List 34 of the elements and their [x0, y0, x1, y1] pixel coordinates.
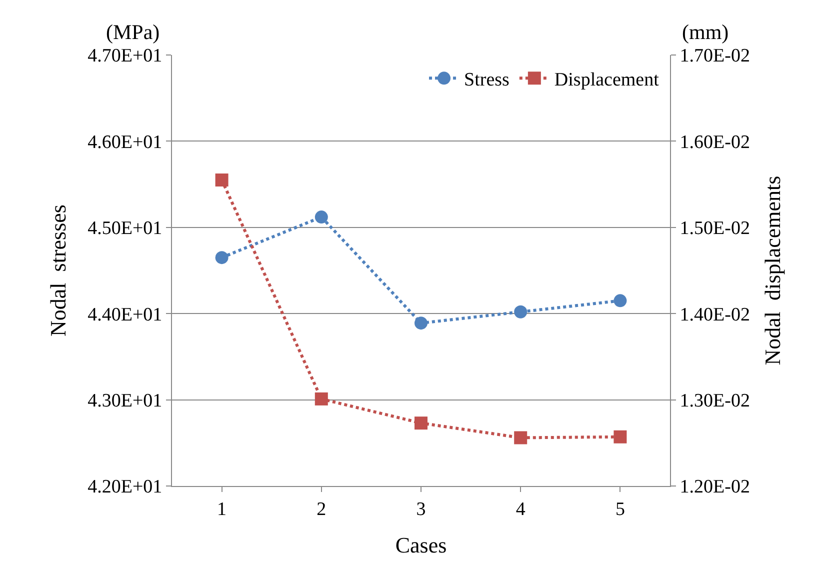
point [414, 316, 428, 330]
y-tick-label: 4.20E+01 [88, 476, 162, 498]
x-tick-label: 3 [416, 498, 426, 520]
y2-tick-label: 1.40E-02 [680, 304, 750, 326]
legend-label: Displacement [554, 70, 660, 91]
y-tick-label: 4.70E+01 [88, 46, 162, 67]
x-tick-label: 2 [316, 498, 326, 520]
y2-tick-label: 1.60E-02 [680, 132, 750, 153]
text: (mm) [682, 20, 729, 44]
point [215, 251, 228, 264]
y2-tick-label: 1.70E-02 [680, 46, 750, 67]
x-tick-label: 5 [615, 498, 625, 520]
point [314, 392, 328, 406]
x-tick-label: 4 [516, 498, 526, 520]
y2-tick-label: 1.30E-02 [680, 390, 750, 412]
point [614, 294, 627, 308]
point [414, 416, 428, 430]
x-tick-label: 1 [217, 498, 227, 520]
y2-tick-label: 1.50E-02 [680, 218, 750, 240]
y-axis-title: Nodal stresses [45, 204, 70, 336]
point [314, 210, 328, 224]
y-tick-label: 4.30E+01 [88, 390, 162, 412]
point [514, 305, 528, 318]
point [215, 173, 228, 186]
y2-tick-label: 1.20E-02 [680, 476, 750, 498]
y2-axis-title: Nodal displacements [760, 176, 785, 366]
x-axis-title: Cases [395, 532, 447, 558]
point [614, 430, 627, 444]
y-tick-label: 4.60E+01 [88, 132, 162, 153]
y-tick-label: 4.50E+01 [88, 218, 162, 240]
legend-label: Stress [464, 70, 510, 91]
point [514, 431, 528, 444]
y-tick-label: 4.40E+01 [88, 304, 162, 326]
text: (MPa) [106, 20, 160, 44]
